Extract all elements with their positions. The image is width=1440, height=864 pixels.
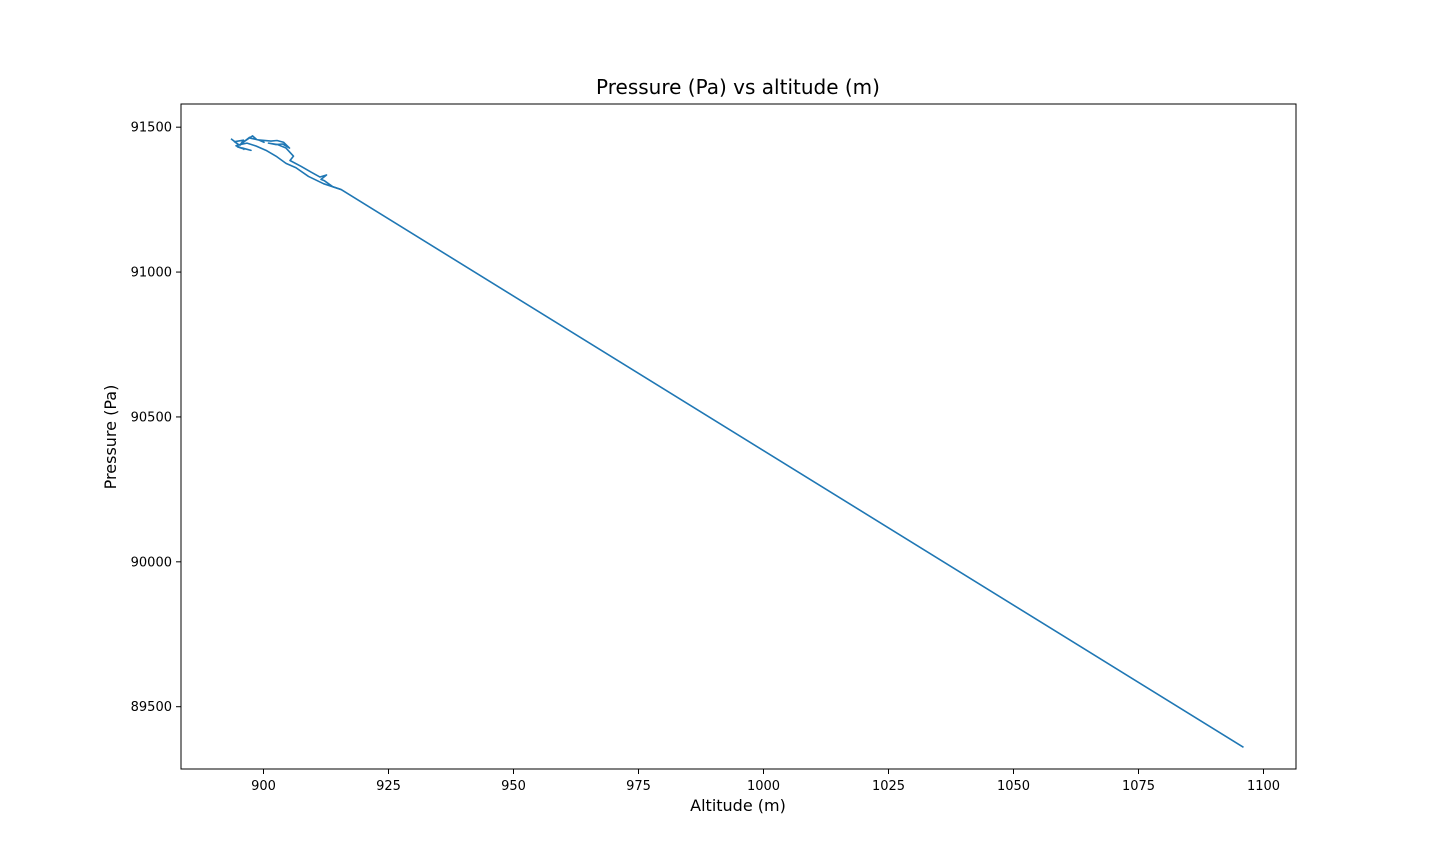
x-tick-label: 1075 bbox=[1122, 779, 1155, 794]
x-tick-label: 925 bbox=[376, 779, 401, 794]
series-line-1 bbox=[235, 142, 342, 191]
y-tick-label: 90500 bbox=[131, 410, 172, 425]
x-tick-label: 975 bbox=[626, 779, 651, 794]
x-tick-label: 1000 bbox=[747, 779, 780, 794]
y-tick-label: 90000 bbox=[131, 555, 172, 570]
x-tick-label: 1025 bbox=[872, 779, 905, 794]
x-tick-label: 1050 bbox=[997, 779, 1030, 794]
y-tick-label: 89500 bbox=[131, 700, 172, 715]
series-line-0 bbox=[230, 135, 1244, 748]
y-tick-label: 91000 bbox=[131, 266, 172, 281]
y-tick-label: 91500 bbox=[131, 121, 172, 136]
x-tick-label: 950 bbox=[501, 779, 526, 794]
axes-frame bbox=[180, 103, 1297, 770]
chart-title: Pressure (Pa) vs altitude (m) bbox=[596, 75, 880, 99]
y-axis-ticks: 89500 90000 90500 91000 91500 bbox=[131, 121, 181, 715]
x-tick-label: 900 bbox=[251, 779, 276, 794]
x-tick-label: 1100 bbox=[1247, 779, 1280, 794]
plot-area bbox=[230, 135, 1244, 748]
y-axis-label: Pressure (Pa) bbox=[101, 385, 120, 490]
x-axis-ticks: 900 925 950 975 1000 1025 1050 1075 1100 bbox=[251, 769, 1280, 794]
x-axis-label: Altitude (m) bbox=[690, 796, 786, 815]
